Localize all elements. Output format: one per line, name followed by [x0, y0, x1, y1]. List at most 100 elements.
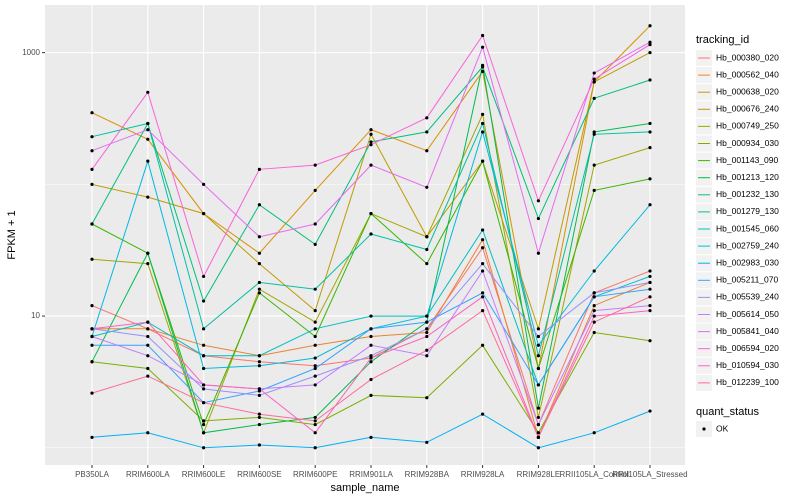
x-tick-label: RRII105LA_Control [560, 470, 630, 479]
data-point [648, 339, 652, 343]
data-point [369, 360, 373, 364]
x-tick-label: RRIM600SE [237, 470, 281, 479]
data-point [648, 177, 652, 181]
data-point [648, 295, 652, 299]
data-point [202, 401, 206, 405]
data-point [592, 163, 596, 167]
data-point [425, 262, 429, 266]
y-axis-title: FPKM + 1 [6, 210, 18, 259]
data-point [90, 435, 94, 439]
data-point [369, 356, 373, 360]
legend-label: Hb_006594_020 [716, 343, 779, 353]
data-point [90, 257, 94, 261]
data-point [536, 199, 541, 203]
data-point [592, 130, 596, 134]
data-point [481, 343, 485, 347]
data-point [536, 422, 541, 427]
data-point [536, 435, 541, 439]
data-point [146, 90, 150, 94]
data-point [313, 320, 317, 324]
data-point [425, 327, 429, 331]
data-point [146, 195, 150, 199]
data-point [425, 314, 429, 318]
data-point [313, 415, 317, 420]
panel [45, 5, 685, 465]
data-point [369, 334, 373, 339]
data-point [90, 111, 94, 115]
data-point [90, 343, 94, 347]
legend-label: Hb_002759_240 [716, 240, 779, 250]
data-point [425, 334, 429, 339]
data-point [536, 406, 541, 410]
y-tick-label: 1000 [22, 48, 40, 57]
legend-label: Hb_005539_240 [716, 292, 779, 302]
legend-label: Hb_005841_040 [716, 326, 779, 336]
data-point [202, 343, 206, 347]
data-point [369, 343, 373, 347]
point-legend-swatch [702, 427, 706, 431]
data-point [481, 45, 485, 49]
x-tick-label: RRIM928LE [517, 470, 561, 479]
data-point [257, 412, 261, 416]
data-point [257, 280, 261, 285]
x-tick-label: RRIM928BA [405, 470, 450, 479]
data-point [257, 287, 261, 291]
data-point [425, 247, 429, 252]
data-point [536, 327, 541, 331]
data-point [648, 280, 652, 285]
data-point [592, 320, 596, 324]
data-point [313, 242, 317, 247]
data-point [313, 419, 317, 423]
data-point [425, 149, 429, 153]
data-point [257, 203, 261, 207]
data-point [90, 360, 94, 364]
data-point [648, 40, 652, 44]
data-point [481, 238, 485, 242]
data-point [536, 216, 541, 221]
data-point [369, 435, 373, 439]
data-point [202, 327, 206, 331]
data-point [90, 167, 94, 171]
data-point [648, 269, 652, 273]
data-point [257, 251, 261, 255]
data-point [146, 159, 150, 163]
data-point [257, 364, 261, 368]
data-point [313, 431, 317, 435]
x-tick-label: RRIM600PE [293, 470, 337, 479]
data-point [536, 446, 541, 450]
data-point [202, 422, 206, 427]
data-point [592, 132, 596, 136]
data-point [592, 314, 596, 318]
data-point [146, 334, 150, 339]
data-point [592, 77, 596, 81]
data-point [481, 246, 485, 250]
data-point [90, 334, 94, 339]
data-point [648, 409, 652, 413]
data-point [90, 304, 94, 308]
x-tick-label: RRII105LA_Stressed [612, 470, 687, 479]
data-point [481, 112, 485, 116]
legend-label: Hb_000676_240 [716, 104, 779, 114]
data-point [313, 383, 317, 387]
data-point [592, 295, 596, 299]
data-point [536, 366, 541, 371]
legend-label: Hb_010594_030 [716, 360, 779, 370]
legend-label: Hb_001213_120 [716, 172, 779, 182]
data-point [481, 121, 485, 126]
data-point [648, 309, 652, 313]
data-point [313, 287, 317, 291]
data-point [257, 360, 261, 364]
data-point [536, 383, 541, 387]
x-tick-label: RRIM901LA [349, 470, 393, 479]
data-point [90, 135, 94, 139]
data-point [90, 182, 94, 186]
data-point [648, 203, 652, 207]
data-point [592, 188, 596, 192]
data-point [648, 51, 652, 55]
data-point [146, 327, 150, 331]
x-tick-label: RRIM600LA [126, 470, 170, 479]
legend-label: Hb_000749_250 [716, 121, 779, 131]
data-point [202, 446, 206, 450]
x-tick-label: PB350LA [75, 470, 109, 479]
data-point [257, 443, 261, 447]
